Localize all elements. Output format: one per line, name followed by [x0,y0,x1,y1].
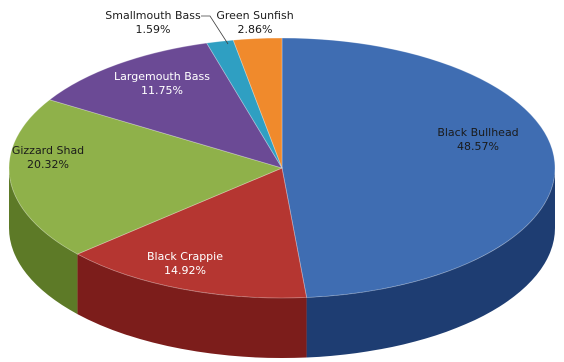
data-label-percent: 1.59% [136,23,171,36]
leader-lines [201,15,229,45]
slice-green-sunfish [232,37,283,169]
data-label-category: Black Bullhead [437,126,518,139]
data-label-percent: 2.86% [238,23,273,36]
slice-side-black-bullhead [306,168,555,358]
slice-side-gizzard-shad [9,168,78,315]
data-label-black-bullhead: Black Bullhead 48.57% [437,126,518,153]
slice-black-bullhead [281,37,556,298]
slice-smallmouth-bass [206,39,283,169]
data-label-percent: 20.32% [27,158,69,171]
pie-side-walls [9,168,555,358]
slice-largemouth-bass [48,42,283,169]
data-label-category: Largemouth Bass [114,70,210,83]
data-label-category: Black Crappie [147,250,223,263]
data-label-category: Green Sunfish [216,9,293,22]
slice-gizzard-shad [8,99,284,255]
data-label-green-sunfish: Green Sunfish 2.86% [216,9,293,36]
data-labels: Black Bullhead 48.57% Black Crappie 14.92% G… [12,9,519,277]
data-label-percent: 14.92% [164,264,206,277]
data-label-smallmouth-bass: Smallmouth Bass 1.59% [105,9,201,36]
data-label-percent: 48.57% [457,140,499,153]
data-label-gizzard-shad: Gizzard Shad 20.32% [12,144,84,171]
slice-black-crappie [76,167,308,299]
leader-line-smallmouth-bass [201,15,229,45]
pie-top-faces [8,37,556,299]
slice-side-black-crappie [77,254,307,358]
data-label-percent: 11.75% [141,84,183,97]
data-label-largemouth-bass: Largemouth Bass 11.75% [114,70,210,97]
data-label-category: Smallmouth Bass [105,9,201,22]
data-label-category: Gizzard Shad [12,144,84,157]
data-label-black-crappie: Black Crappie 14.92% [147,250,223,277]
